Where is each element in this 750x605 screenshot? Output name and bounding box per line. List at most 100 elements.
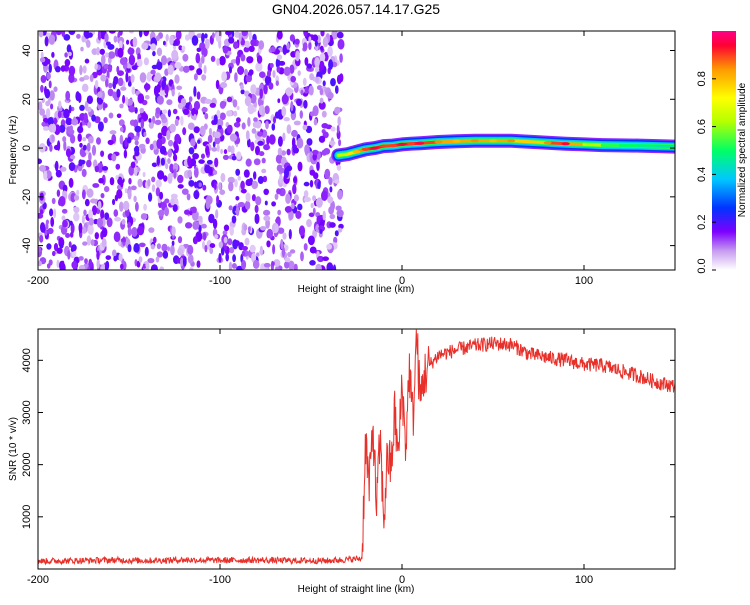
- noise-speckle: [79, 77, 84, 82]
- noise-speckle: [91, 115, 96, 122]
- noise-speckle: [140, 72, 147, 83]
- noise-speckle: [300, 90, 303, 96]
- noise-speckle: [43, 171, 47, 180]
- noise-speckle: [87, 107, 92, 113]
- noise-speckle: [257, 131, 263, 136]
- noise-speckle: [46, 73, 51, 80]
- noise-speckle: [132, 87, 136, 95]
- noise-speckle: [108, 51, 115, 59]
- noise-speckle: [277, 98, 280, 103]
- noise-speckle: [49, 144, 52, 152]
- noise-speckle: [215, 209, 218, 218]
- noise-speckle: [272, 70, 275, 78]
- noise-speckle: [131, 74, 135, 83]
- noise-speckle: [84, 113, 88, 124]
- noise-speckle: [205, 99, 212, 104]
- noise-speckle: [320, 46, 324, 51]
- noise-speckle: [39, 165, 46, 172]
- noise-speckle: [235, 169, 240, 176]
- noise-speckle: [321, 123, 328, 129]
- noise-speckle: [304, 243, 308, 251]
- noise-speckle: [185, 34, 190, 40]
- noise-speckle: [196, 68, 202, 75]
- noise-speckle: [328, 206, 334, 214]
- noise-speckle: [97, 259, 100, 269]
- noise-speckle: [157, 243, 161, 249]
- noise-speckle: [223, 155, 229, 160]
- noise-speckle: [337, 116, 341, 126]
- noise-speckle: [114, 209, 119, 217]
- noise-speckle: [128, 105, 135, 112]
- noise-speckle: [197, 140, 200, 144]
- noise-speckle: [304, 182, 310, 187]
- noise-speckle: [265, 201, 268, 206]
- noise-speckle: [112, 199, 115, 205]
- noise-speckle: [247, 117, 250, 127]
- noise-speckle: [171, 226, 175, 235]
- noise-speckle: [128, 189, 132, 199]
- noise-speckle: [151, 244, 155, 249]
- noise-speckle: [233, 41, 238, 49]
- noise-speckle: [104, 186, 109, 192]
- noise-speckle: [242, 251, 245, 256]
- noise-speckle: [119, 27, 123, 36]
- noise-speckle: [135, 140, 139, 145]
- ridge-peak: [353, 150, 361, 153]
- noise-speckle: [284, 168, 289, 179]
- noise-speckle: [295, 51, 300, 62]
- noise-speckle: [112, 91, 117, 98]
- noise-speckle: [137, 226, 144, 235]
- noise-speckle: [147, 258, 154, 263]
- noise-speckle: [167, 158, 171, 164]
- noise-speckle: [137, 59, 143, 67]
- noise-speckle: [171, 194, 178, 199]
- noise-speckle: [199, 183, 202, 188]
- noise-speckle: [171, 50, 178, 60]
- noise-speckle: [173, 169, 176, 180]
- noise-speckle: [254, 158, 261, 165]
- noise-speckle: [201, 224, 207, 229]
- noise-speckle: [224, 225, 229, 232]
- noise-speckle: [209, 167, 213, 176]
- noise-speckle: [309, 85, 314, 95]
- noise-speckle: [65, 91, 70, 101]
- ridge-core-segment: [657, 146, 675, 147]
- noise-speckle: [61, 65, 66, 72]
- noise-speckle: [144, 83, 151, 90]
- noise-speckle: [156, 35, 160, 41]
- noise-speckle: [234, 122, 240, 127]
- noise-speckle: [314, 119, 318, 126]
- noise-speckle: [145, 95, 150, 100]
- noise-speckle: [310, 247, 317, 254]
- noise-speckle: [282, 94, 289, 104]
- noise-speckle: [278, 136, 283, 147]
- noise-speckle: [319, 229, 322, 234]
- noise-speckle: [285, 257, 291, 262]
- noise-speckle: [338, 139, 341, 146]
- noise-speckle: [293, 147, 299, 153]
- noise-speckle: [52, 124, 56, 133]
- noise-speckle: [323, 211, 326, 221]
- noise-speckle: [287, 252, 292, 257]
- noise-speckle: [239, 32, 242, 42]
- noise-speckle: [122, 238, 126, 243]
- noise-speckle: [262, 108, 265, 117]
- noise-speckle: [131, 186, 137, 191]
- noise-speckle: [208, 214, 214, 224]
- noise-speckle: [69, 162, 75, 171]
- noise-speckle: [79, 143, 83, 148]
- noise-speckle: [266, 135, 269, 145]
- noise-speckle: [329, 186, 332, 192]
- noise-speckle: [277, 30, 283, 39]
- ridge-peak: [380, 145, 388, 148]
- noise-speckle: [246, 130, 250, 140]
- noise-speckle: [242, 29, 248, 36]
- noise-speckle: [98, 121, 104, 131]
- noise-speckle: [232, 156, 237, 161]
- noise-speckle: [48, 98, 51, 105]
- noise-speckle: [307, 63, 313, 68]
- noise-speckle: [261, 169, 266, 174]
- noise-speckle: [58, 111, 62, 119]
- noise-speckle: [268, 82, 273, 89]
- ridge-peak: [562, 142, 570, 145]
